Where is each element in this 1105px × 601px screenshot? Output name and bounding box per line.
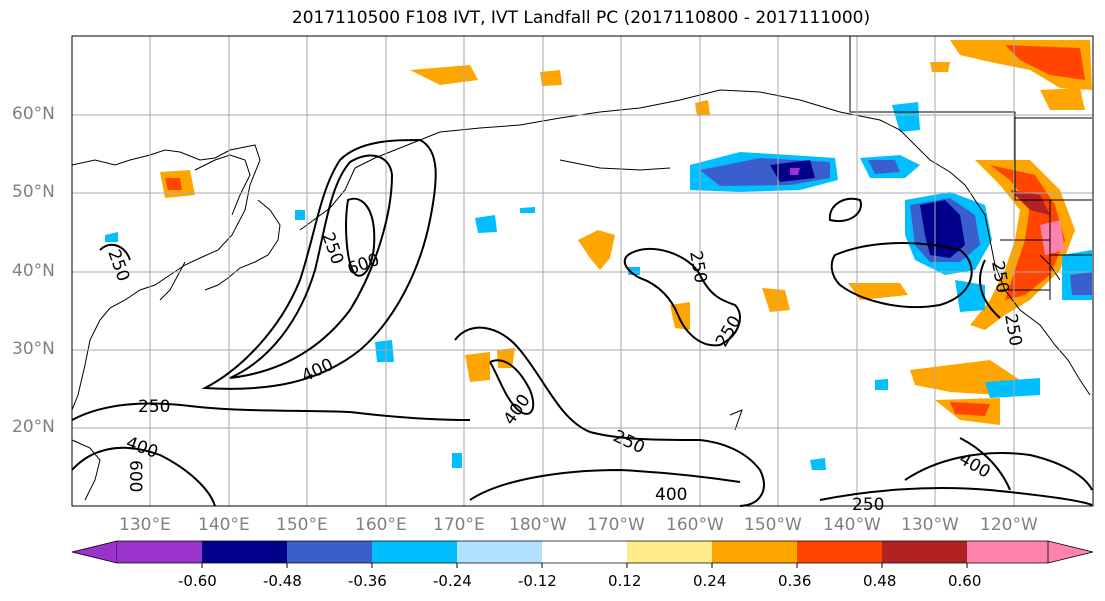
- colorbar-segment: [882, 541, 967, 563]
- map-frame: [71, 35, 1094, 507]
- lon-label: 170°E: [433, 515, 485, 535]
- colorbar-extend-low: [71, 540, 118, 564]
- colorbar-segment: [797, 541, 882, 563]
- lat-label-30n: 30°N: [12, 339, 55, 359]
- colorbar-tick-label: 0.48: [863, 572, 897, 590]
- contour-label: 250: [852, 495, 884, 515]
- contour-label: 250: [138, 397, 170, 417]
- colorbar-tick-label: 0.60: [948, 572, 982, 590]
- colorbar-segment: [287, 541, 372, 563]
- colorbar-segment: [202, 541, 287, 563]
- colorbar-segment: [372, 541, 457, 563]
- lat-label-20n: 20°N: [12, 417, 55, 437]
- lon-label: 150°W: [744, 515, 802, 535]
- map-title: 2017110500 F108 IVT, IVT Landfall PC (20…: [291, 8, 871, 28]
- colorbar-segment: [542, 541, 627, 563]
- political-borders: [849, 36, 1092, 300]
- contour-label: 400: [655, 485, 687, 505]
- lon-label: 160°E: [355, 515, 407, 535]
- colorbar-tick-label: -0.24: [433, 572, 472, 590]
- coastlines: [71, 89, 1091, 501]
- contour-label: 600: [125, 460, 145, 492]
- colorbar-tick-label: -0.60: [178, 572, 217, 590]
- colorbar-tick-label: 0.12: [608, 572, 642, 590]
- lon-label: 130°W: [901, 515, 959, 535]
- map-panel: 250 250 400 600 400 250 600 400 250 250 …: [71, 35, 1094, 515]
- lon-label: 180°W: [509, 515, 567, 535]
- lat-label-40n: 40°N: [12, 261, 55, 281]
- lon-label: 130°E: [119, 515, 171, 535]
- lon-label: 160°W: [666, 515, 724, 535]
- lat-label-60n: 60°N: [12, 104, 55, 124]
- colorbar-tick-label: -0.48: [263, 572, 302, 590]
- lon-label: 140°E: [198, 515, 250, 535]
- lon-label: 140°W: [823, 515, 881, 535]
- colorbar-segment: [117, 541, 202, 563]
- ivt-contours: [71, 138, 1093, 507]
- colorbar-tick-label: -0.36: [348, 572, 387, 590]
- colorbar-segment: [712, 541, 797, 563]
- colorbar: [71, 540, 1094, 568]
- colorbar-tick-label: 0.24: [693, 572, 727, 590]
- colorbar-segment: [627, 541, 712, 563]
- lat-label-50n: 50°N: [12, 182, 55, 202]
- colorbar-tick-label: -0.12: [518, 572, 557, 590]
- lon-label: 150°E: [276, 515, 328, 535]
- colorbar-extend-high: [1047, 540, 1094, 564]
- gridlines: [72, 36, 1093, 506]
- lon-label: 120°W: [980, 515, 1038, 535]
- colorbar-tick-label: 0.36: [778, 572, 812, 590]
- colorbar-segment: [457, 541, 542, 563]
- negative-shading: [105, 102, 1092, 470]
- colorbar-segment: [967, 541, 1048, 563]
- lon-label: 170°W: [587, 515, 645, 535]
